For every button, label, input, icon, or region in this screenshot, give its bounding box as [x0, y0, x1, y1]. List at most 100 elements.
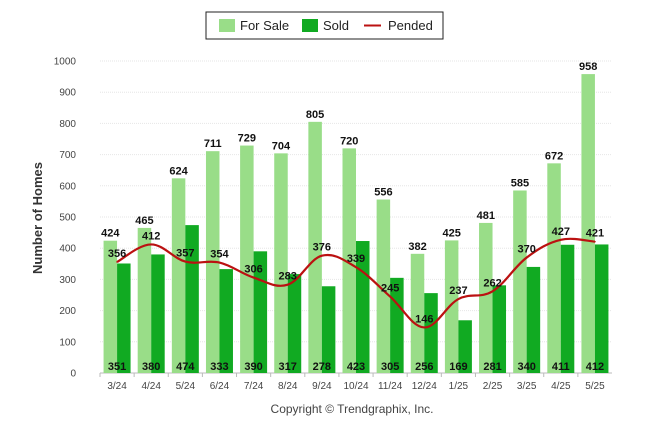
bar-for-sale [240, 145, 254, 373]
legend-label-for-sale: For Sale [240, 18, 289, 33]
for-sale-value-label: 382 [408, 241, 426, 253]
bar-for-sale [479, 222, 493, 373]
pended-value-label: 339 [347, 253, 365, 265]
bar-for-sale [103, 240, 118, 373]
y-tick-label: 600 [59, 181, 76, 192]
bar-sold [526, 266, 541, 373]
sold-value-label: 340 [517, 361, 535, 373]
pended-point [184, 260, 187, 263]
pended-value-label: 370 [517, 244, 535, 256]
pended-point [218, 261, 221, 264]
sold-value-label: 423 [347, 361, 365, 373]
legend-frame [205, 11, 444, 40]
y-tick-label: 200 [59, 306, 76, 317]
y-tick-label: 0 [70, 369, 76, 380]
y-tick-label: 500 [59, 213, 76, 224]
for-sale-value-label: 424 [101, 228, 120, 240]
pended-point [286, 283, 289, 286]
pended-value-label: 354 [210, 249, 229, 261]
sold-value-label: 333 [210, 361, 228, 373]
x-tick-label: 4/24 [141, 381, 161, 392]
legend-swatch-for-sale [219, 19, 235, 32]
pended-point [594, 240, 596, 243]
y-tick-label: 900 [59, 88, 76, 99]
for-sale-value-label: 556 [374, 187, 392, 199]
pended-point [116, 261, 118, 263]
pended-value-label: 245 [381, 283, 399, 295]
bar-for-sale [342, 148, 356, 373]
x-tick-labels: 3/24 4/24 5/24 6/24 7/24 8/24 9/24 10/24 11/24 12… [99, 373, 605, 392]
sold-value-label: 317 [279, 361, 297, 373]
x-tick-label: 1/25 [449, 381, 469, 392]
y-tick-label: 100 [59, 337, 76, 348]
pended-point [389, 295, 391, 298]
for-sale-value-label: 958 [579, 61, 597, 73]
for-sale-value-label: 720 [340, 135, 358, 147]
pended-value-label: 237 [449, 285, 467, 297]
x-tick-label: 5/24 [176, 381, 196, 392]
copyright-credit: Copyright © Trendgraphix, Inc. [271, 402, 434, 416]
sold-value-label: 351 [108, 361, 126, 373]
sold-value-label: 412 [586, 361, 604, 373]
bar-sold [151, 254, 165, 373]
x-tick-label: 11/24 [378, 381, 403, 392]
x-tick-label: 3/24 [107, 381, 127, 392]
legend-label-sold: Sold [323, 18, 349, 33]
y-tick-label: 400 [59, 244, 76, 255]
sold-value-label: 380 [142, 361, 160, 373]
bar-sold [287, 274, 302, 373]
x-tick-label: 4/25 [551, 381, 571, 392]
y-tick-label: 1000 [54, 57, 77, 68]
bar-sold [219, 269, 233, 373]
pended-value-label: 356 [108, 248, 126, 260]
pended-value-label: 146 [415, 313, 433, 325]
x-tick-label: 10/24 [343, 381, 368, 392]
for-sale-value-label: 465 [135, 215, 153, 227]
pended-value-label: 412 [142, 230, 160, 242]
bar-for-sale [171, 178, 186, 373]
x-tick-label: 6/24 [210, 381, 230, 392]
pended-value-label: 376 [313, 242, 331, 254]
bar-for-sale [274, 153, 288, 373]
for-sale-value-label: 805 [306, 109, 324, 121]
bar-for-sale [137, 227, 152, 373]
data-labels: 424 351 465 380 624 474 711 333 729 390 704 317 805 2… [101, 61, 604, 373]
bar-for-sale [513, 190, 527, 373]
pended-line-group [116, 237, 596, 329]
legend: For Sale Sold Pended [205, 11, 444, 40]
pended-point [525, 256, 528, 259]
for-sale-value-label: 585 [511, 177, 529, 189]
pended-point [355, 266, 357, 269]
pended-point [491, 290, 494, 293]
for-sale-value-label: 425 [442, 227, 460, 239]
pended-point [560, 238, 562, 241]
y-tick-label: 700 [59, 150, 76, 161]
pended-point [423, 326, 426, 329]
x-tick-label: 12/24 [412, 381, 437, 392]
x-tick-label: 2/25 [483, 381, 503, 392]
x-tick-label: 8/24 [278, 381, 298, 392]
pended-point [150, 243, 152, 246]
sold-value-label: 281 [483, 361, 501, 373]
bar-sold [321, 286, 336, 373]
bar-sold [424, 293, 438, 373]
sold-value-label: 390 [244, 361, 262, 373]
for-sale-value-label: 624 [169, 165, 188, 177]
bar-for-sale [444, 240, 459, 373]
for-sale-value-label: 672 [545, 150, 563, 162]
bar-sold [390, 277, 404, 373]
pended-value-label: 357 [176, 248, 194, 260]
pended-value-label: 262 [483, 277, 501, 289]
bar-for-sale [376, 199, 391, 373]
bar-for-sale [547, 163, 561, 373]
bar-sold [458, 320, 472, 373]
y-tick-label: 800 [59, 119, 76, 130]
x-tick-label: 3/25 [517, 381, 537, 392]
bar-for-sale [308, 121, 322, 373]
y-tick-label: 300 [59, 275, 76, 286]
legend-swatch-sold [302, 19, 318, 32]
bar-for-sale [410, 253, 425, 373]
pended-value-label: 283 [279, 271, 297, 283]
pended-point [457, 298, 460, 300]
pended-value-label: 306 [244, 264, 262, 276]
